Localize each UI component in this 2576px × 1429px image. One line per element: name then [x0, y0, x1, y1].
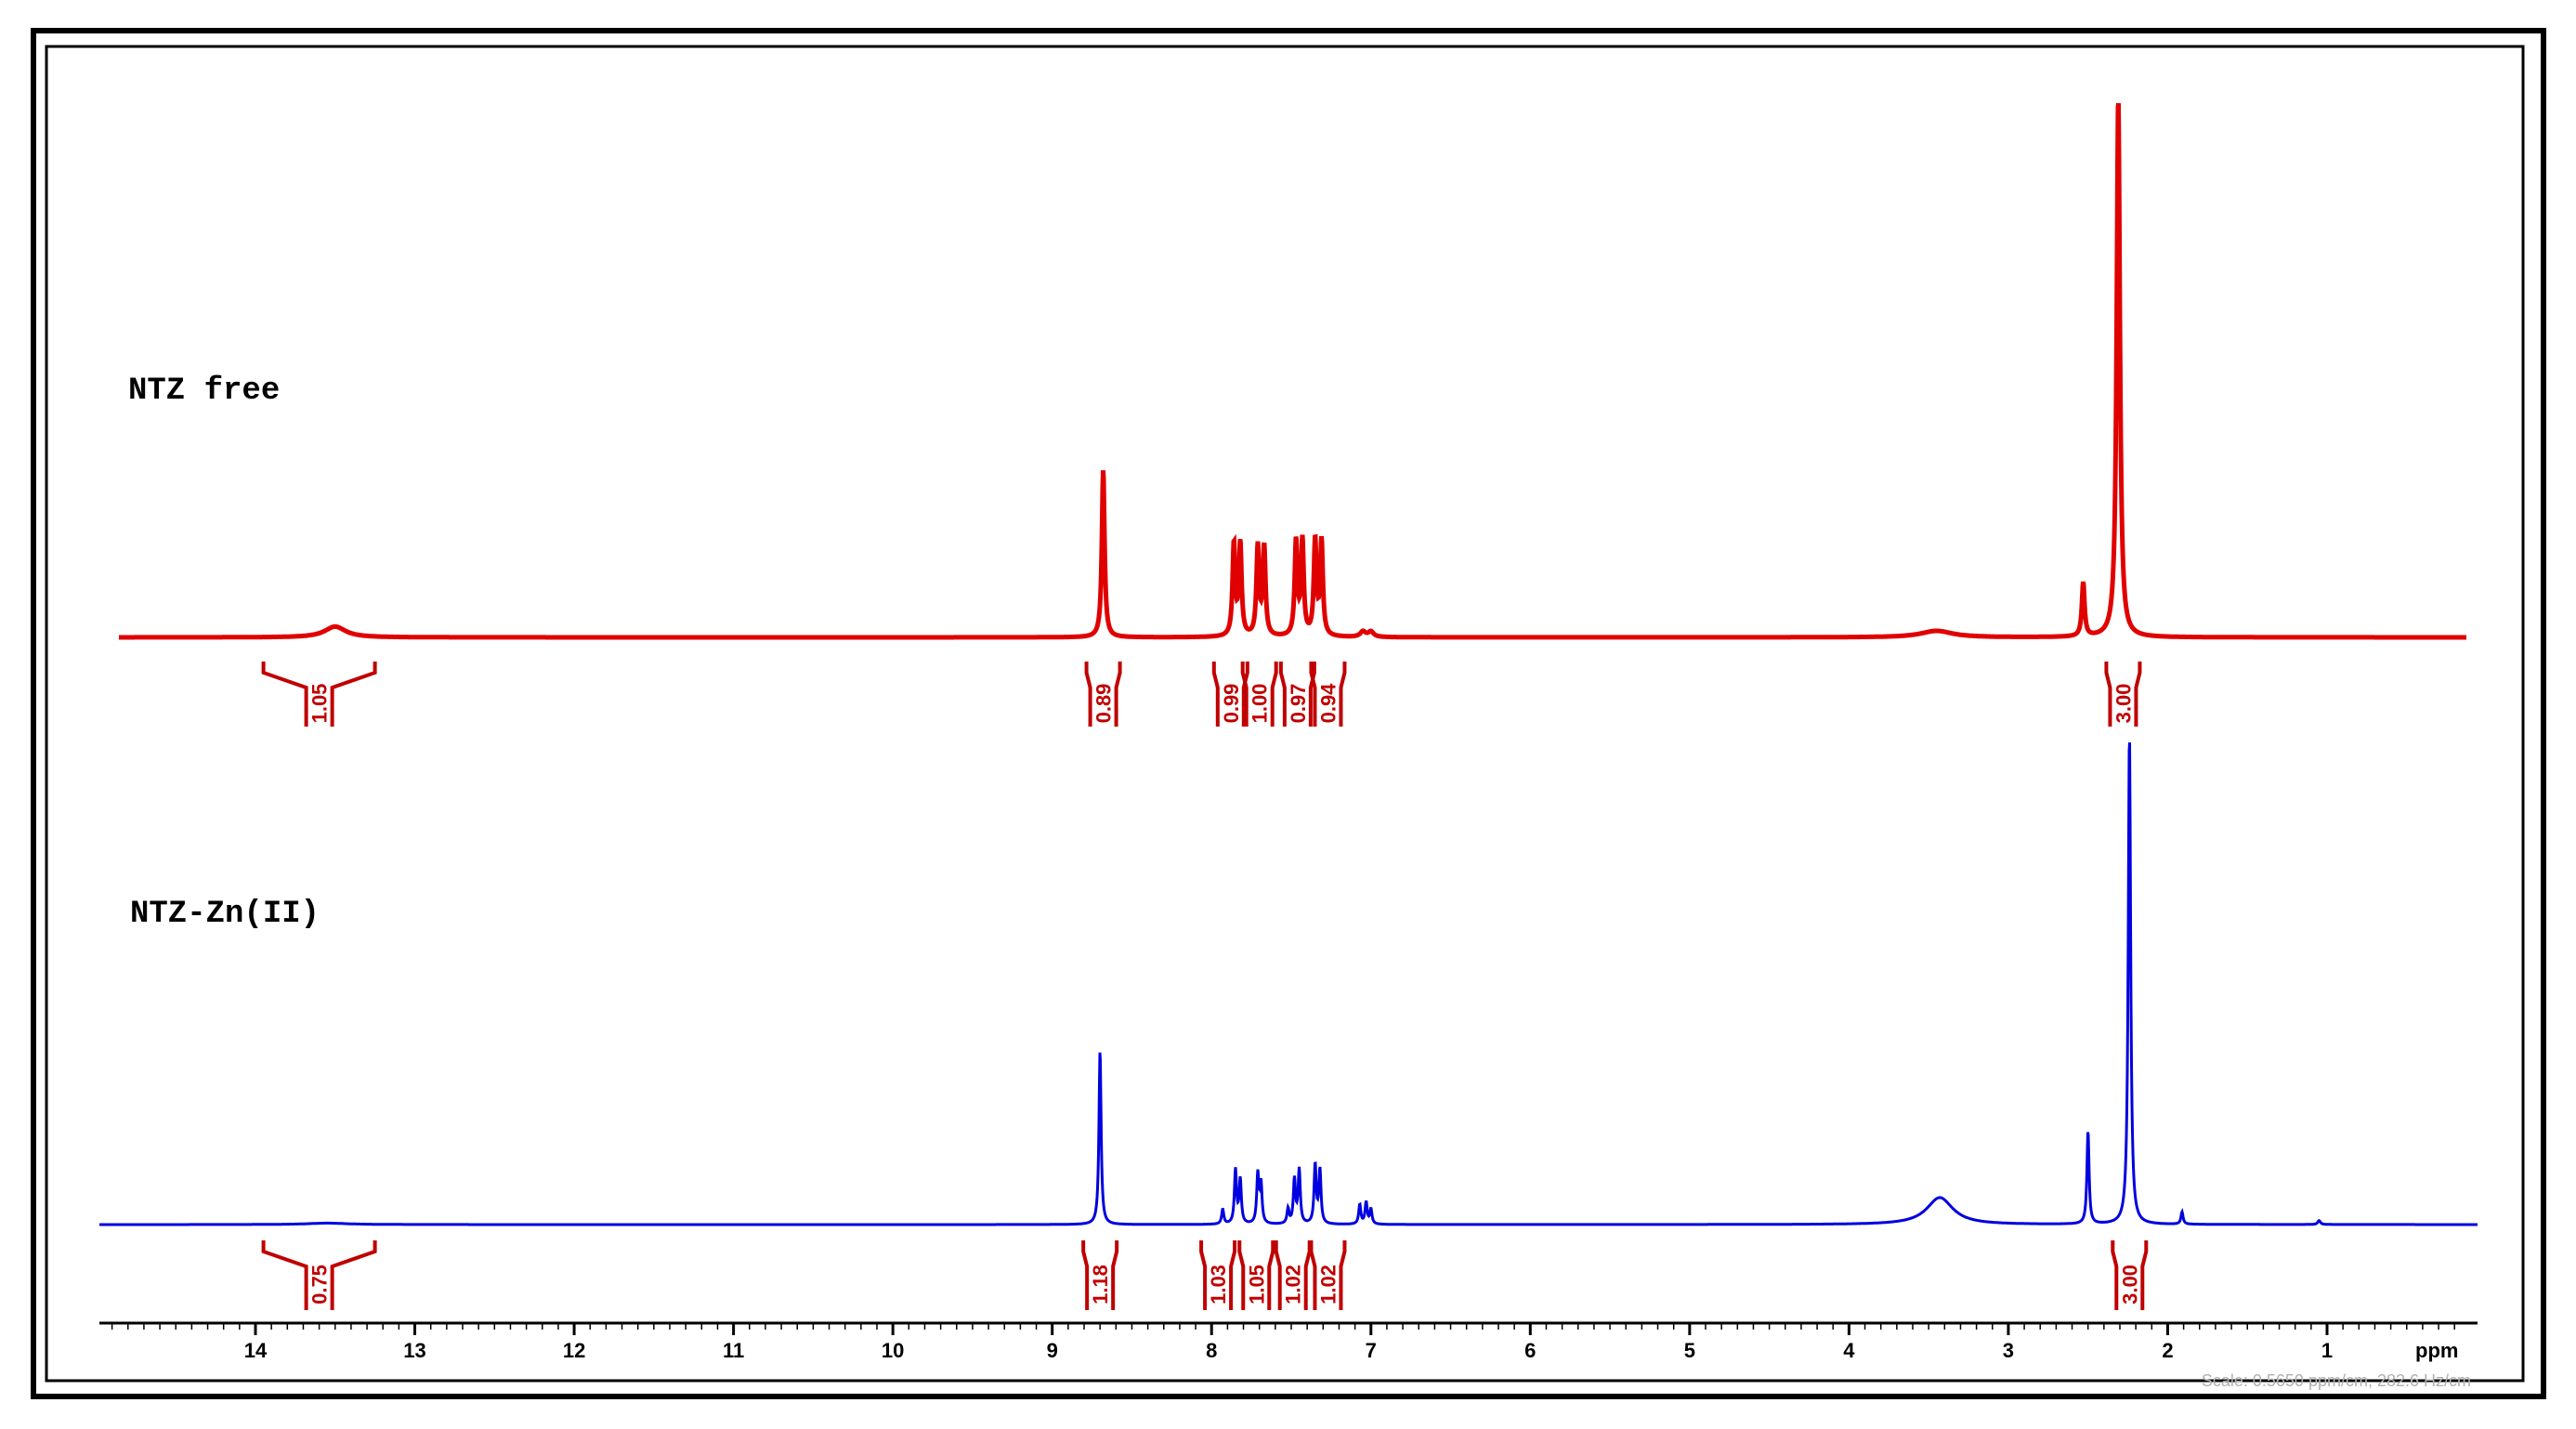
- integral-bracket-line: [261, 1240, 377, 1310]
- integral-bracket: 0.89: [1084, 662, 1122, 727]
- series-label-ntz-free: NTZ free: [128, 374, 280, 409]
- integral-bracket: 1.02: [1274, 1240, 1312, 1310]
- integral-bracket: 0.94: [1309, 662, 1347, 727]
- integral-bracket-line: [1237, 1240, 1275, 1310]
- x-tick-label: 4: [1843, 1339, 1855, 1362]
- integral-value: 0.94: [1316, 683, 1340, 724]
- integral-bracket: 1.02: [1309, 1240, 1347, 1310]
- integral-bracket: 1.03: [1199, 1240, 1237, 1310]
- x-axis: 14 13 12 11 10 9 8 7 6 5 4 3 2 1: [99, 1321, 2478, 1362]
- integral-value: 1.00: [1249, 684, 1272, 724]
- integrals-ntz-zn: 0.75 1.18 1.03 1.05 1.02 1.02 3.00: [261, 1240, 2149, 1310]
- x-tick-label: 1: [2321, 1339, 2333, 1362]
- x-tick-label: 10: [882, 1339, 904, 1362]
- integral-value: 1.05: [308, 684, 332, 724]
- x-tick-label: 14: [244, 1339, 268, 1362]
- outer-frame: [31, 28, 2546, 1399]
- x-tick-label: 8: [1206, 1339, 1217, 1362]
- integral-value: 0.97: [1287, 684, 1310, 724]
- integral-bracket-line: [1309, 662, 1347, 727]
- scale-note: Scale: 0.5650 ppm/cm, 282.6 Hz/cm: [2202, 1371, 2471, 1390]
- spectrum-trace-ntz-free: [119, 102, 2466, 640]
- integral-bracket: 3.00: [2111, 1240, 2149, 1310]
- integral-value: 3.00: [2112, 684, 2135, 724]
- integral-bracket: 1.05: [1237, 1240, 1275, 1310]
- series-label-ntz-zn: NTZ-Zn(II): [130, 897, 320, 932]
- integral-bracket-line: [1081, 1240, 1119, 1310]
- integrals-ntz-free: 1.05 0.89 0.99 1.00 0.97 0.94 3.00: [261, 662, 2142, 727]
- x-axis-label: ppm: [2415, 1339, 2458, 1362]
- integral-bracket-line: [261, 662, 377, 727]
- x-tick-label: 12: [563, 1339, 585, 1362]
- integral-bracket-line: [1199, 1240, 1237, 1310]
- x-tick-label: 3: [2003, 1339, 2014, 1362]
- integral-bracket-line: [1240, 662, 1278, 727]
- integral-value: 1.02: [1316, 1265, 1340, 1304]
- integral-value: 1.02: [1282, 1265, 1305, 1304]
- x-tick-label: 9: [1047, 1339, 1058, 1362]
- x-tick-label: 7: [1366, 1339, 1377, 1362]
- integral-bracket: 1.18: [1081, 1240, 1119, 1310]
- integral-bracket: 3.00: [2104, 662, 2142, 727]
- spectrum-trace-ntz-zn: [99, 742, 2478, 1226]
- integral-value: 0.89: [1092, 684, 1116, 724]
- integral-bracket: 0.99: [1211, 662, 1249, 727]
- inner-frame: [45, 45, 2525, 1383]
- integral-bracket-line: [1309, 1240, 1347, 1310]
- integral-bracket-line: [1084, 662, 1122, 727]
- integral-value: 0.75: [308, 1265, 332, 1304]
- integral-value: 1.05: [1245, 1265, 1268, 1304]
- x-tick-label: 6: [1524, 1339, 1536, 1362]
- integral-bracket: 0.75: [261, 1240, 377, 1310]
- integral-value: 1.18: [1089, 1265, 1112, 1304]
- x-tick-label: 5: [1684, 1339, 1695, 1362]
- integral-value: 1.03: [1207, 1265, 1230, 1304]
- integral-value: 0.99: [1220, 684, 1243, 724]
- integral-bracket-line: [2111, 1240, 2149, 1310]
- integral-bracket: 1.00: [1240, 662, 1278, 727]
- x-tick-label: 11: [723, 1339, 744, 1362]
- integral-bracket: 1.05: [261, 662, 377, 727]
- x-tick-label: 2: [2162, 1339, 2173, 1362]
- integral-value: 3.00: [2118, 1265, 2141, 1304]
- integral-bracket-line: [2104, 662, 2142, 727]
- x-tick-label: 13: [403, 1339, 425, 1362]
